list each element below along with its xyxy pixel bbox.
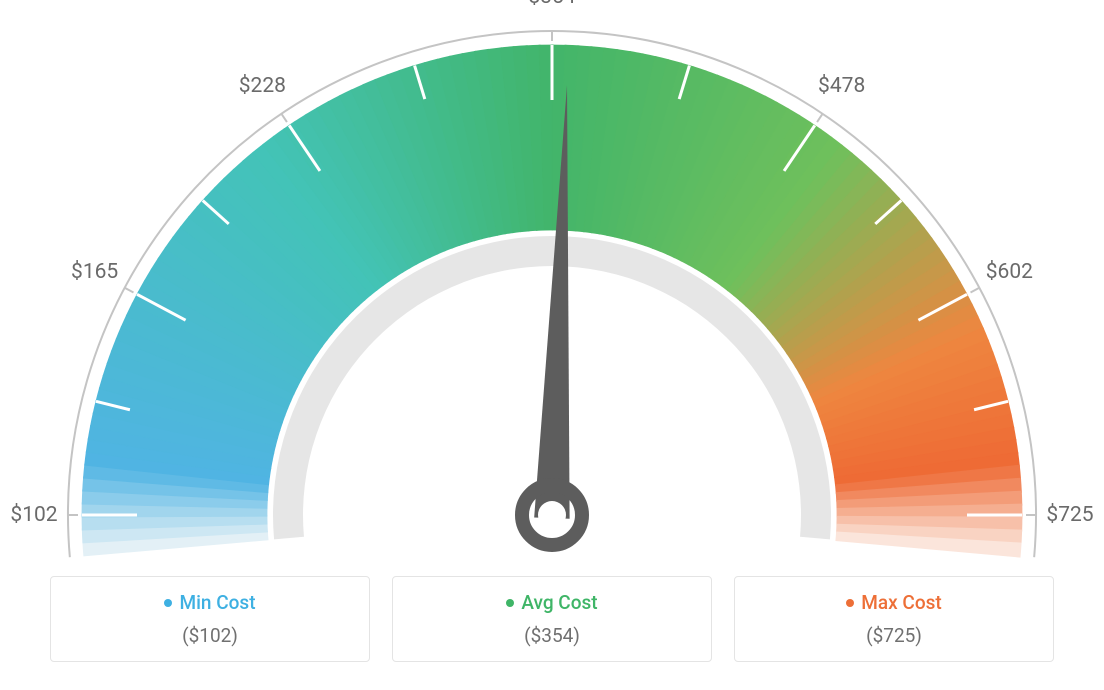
legend-title-min: Min Cost — [164, 591, 255, 614]
gauge-tick-label: $354 — [528, 0, 575, 9]
legend-title-max: Max Cost — [846, 591, 941, 614]
gauge-svg — [52, 10, 1052, 570]
legend-card-max: Max Cost ($725) — [734, 576, 1054, 662]
legend-value-avg: ($354) — [403, 624, 701, 647]
gauge-tick-label: $725 — [1046, 503, 1093, 527]
legend-label: Max Cost — [861, 591, 941, 614]
dot-icon — [506, 599, 514, 607]
legend-title-avg: Avg Cost — [506, 591, 597, 614]
legend-label: Min Cost — [179, 591, 255, 614]
gauge-tick-label: $478 — [818, 74, 865, 98]
dot-icon — [164, 599, 172, 607]
gauge-tick-label: $228 — [239, 74, 286, 98]
legend-card-min: Min Cost ($102) — [50, 576, 370, 662]
legend-card-avg: Avg Cost ($354) — [392, 576, 712, 662]
gauge-tick-label: $165 — [71, 260, 118, 284]
legend-value-max: ($725) — [745, 624, 1043, 647]
dot-icon — [846, 599, 854, 607]
gauge-tick-label: $602 — [986, 260, 1033, 284]
legend-value-min: ($102) — [61, 624, 359, 647]
legend-row: Min Cost ($102) Avg Cost ($354) Max Cost… — [50, 576, 1054, 662]
legend-label: Avg Cost — [521, 591, 597, 614]
cost-gauge: $102 $165 $228 $354 $478 $602 $725 — [0, 0, 1104, 580]
gauge-tick-label: $102 — [10, 503, 57, 527]
